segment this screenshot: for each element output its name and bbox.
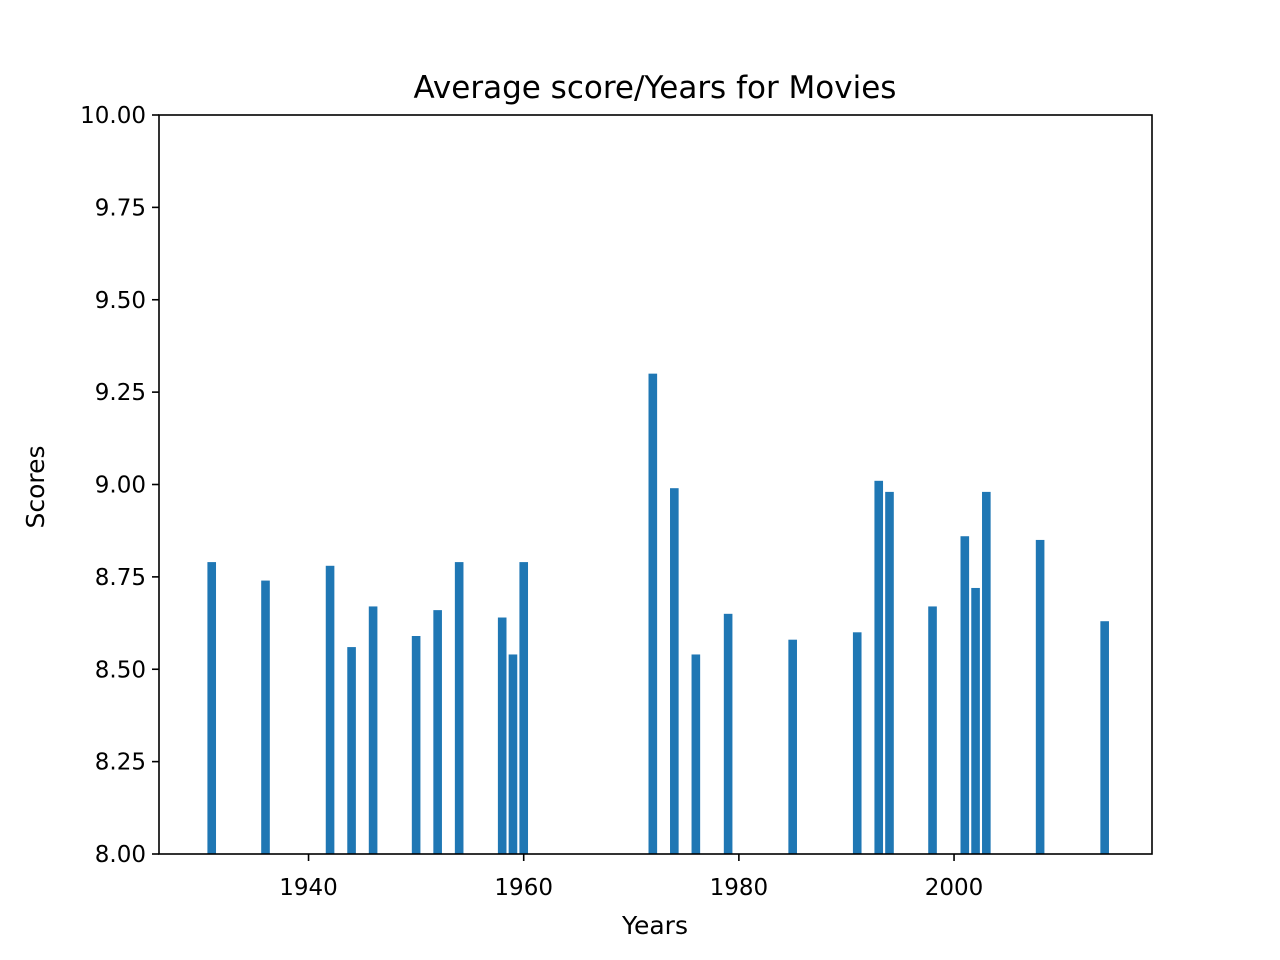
bar-2014 [1100,621,1109,854]
bar-1936 [261,580,270,854]
y-tick-label: 9.00 [95,473,146,499]
bar-1976 [691,654,701,854]
bar-1960 [519,562,529,854]
bar-2002 [971,587,980,854]
y-tick-label: 8.75 [95,565,146,591]
bar-1942 [325,565,335,854]
y-tick-label: 10.00 [80,103,146,129]
bar-1954 [454,562,464,854]
y-tick-label: 9.25 [95,380,146,406]
y-tick-label: 8.50 [95,657,146,683]
x-axis: 1940 1960 1980 2000 [279,854,983,901]
y-tick-label: 9.50 [95,288,146,314]
bar-1979 [723,613,733,854]
y-axis-label: Scores [21,445,50,528]
bar-1958 [497,617,507,854]
y-tick-label: 8.00 [95,842,146,868]
plot-frame [158,114,1153,855]
bar-1959 [508,654,518,854]
x-axis-label: Years [621,911,688,940]
bar-1950 [411,636,421,854]
bar-2008 [1035,539,1045,854]
bar-1931 [207,562,217,854]
y-tick-label: 9.75 [95,195,146,221]
bars-group [207,373,1109,854]
bar-1952 [433,610,442,854]
bar-1998 [928,606,937,854]
bar-1993 [874,480,884,854]
bar-1985 [788,639,797,854]
bar-1991 [852,632,862,854]
x-tick-label: 1980 [710,875,769,901]
x-tick-label: 1940 [279,875,338,901]
chart-title: Average score/Years for Movies [414,70,897,106]
bar-1974 [670,488,679,854]
bar-2003 [982,491,991,854]
bar-2001 [960,536,970,854]
bar-1946 [368,606,378,854]
bar-1944 [347,647,356,854]
y-tick-label: 8.25 [95,750,146,776]
x-tick-label: 1960 [494,875,553,901]
y-axis: 8.00 8.25 8.50 8.75 9.00 9.25 9.50 9.75 10.00 [80,103,159,868]
bar-1994 [885,491,894,854]
bar-1972 [648,373,658,854]
x-tick-label: 2000 [925,875,984,901]
